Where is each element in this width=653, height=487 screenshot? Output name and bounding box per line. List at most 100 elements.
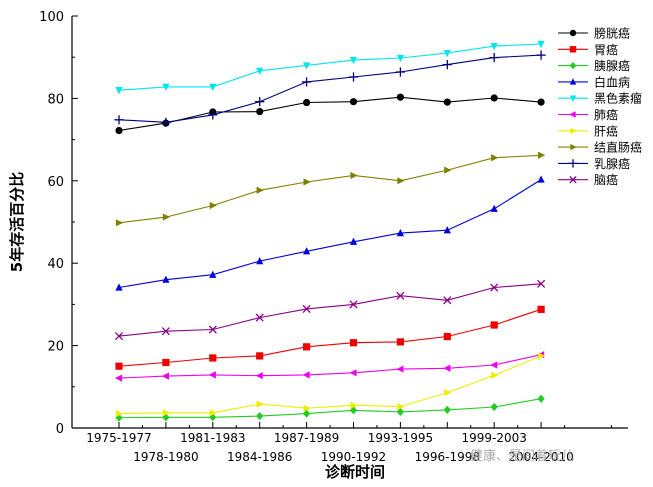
data-point	[396, 338, 404, 346]
data-point	[490, 42, 498, 51]
data-point	[115, 219, 124, 227]
data-point	[490, 402, 498, 412]
data-point	[490, 94, 498, 102]
data-point	[349, 300, 358, 309]
x-axis-title: 诊断时间	[325, 463, 385, 481]
data-point	[256, 411, 264, 421]
data-point	[303, 343, 311, 351]
legend-label: 黑色素瘤	[594, 91, 642, 106]
data-point	[349, 339, 358, 347]
legend-item: 结直肠癌	[558, 140, 642, 155]
data-point	[569, 176, 577, 184]
legend-label: 膀胱癌	[594, 26, 630, 41]
series-胃癌	[115, 305, 545, 370]
y-axis-ticks: 0 20 40 60 80 100	[39, 10, 78, 437]
y-axis-title: 5年存活百分比	[8, 172, 26, 272]
legend-item: 膀胱癌	[558, 26, 630, 41]
data-point	[442, 60, 452, 70]
series-line	[118, 354, 542, 379]
series-胰腺癌	[115, 394, 545, 422]
y-tick-label: 100	[39, 10, 64, 25]
data-point	[209, 413, 217, 422]
series-line	[118, 355, 542, 415]
legend-item: 胃癌	[558, 42, 618, 57]
data-point	[302, 304, 311, 313]
y-tick-label: 80	[47, 92, 64, 107]
legend-item: 白血病	[558, 74, 630, 89]
data-point	[569, 61, 577, 70]
data-point	[490, 321, 498, 329]
series-膀胱癌	[115, 93, 545, 135]
data-point	[209, 270, 217, 278]
data-point	[255, 313, 264, 322]
data-point	[396, 229, 404, 237]
series-肺癌	[114, 351, 545, 382]
x-tick-label: 1999-2003	[461, 431, 526, 445]
legend-item: 肝癌	[558, 123, 618, 138]
data-point	[303, 98, 311, 107]
data-point	[209, 83, 217, 91]
legend-item: 脑癌	[558, 172, 618, 187]
series-line	[118, 308, 542, 367]
data-point	[397, 402, 405, 411]
data-point	[209, 201, 217, 210]
data-point	[349, 369, 357, 377]
data-point	[256, 67, 264, 75]
data-point	[396, 291, 405, 300]
data-point	[114, 374, 123, 382]
data-point	[302, 371, 310, 379]
data-point	[303, 409, 311, 418]
data-point	[256, 107, 264, 116]
data-point	[570, 127, 577, 134]
data-point	[162, 213, 170, 221]
series-黑色素瘤	[115, 40, 545, 95]
data-point	[162, 409, 170, 417]
legend-label: 胃癌	[594, 42, 618, 57]
legend-label: 乳腺癌	[594, 156, 630, 171]
data-point	[443, 98, 451, 106]
x-tick-label: 1978-1980	[133, 450, 198, 464]
data-point	[303, 62, 311, 70]
series-结直肠癌	[115, 151, 546, 227]
data-point	[491, 154, 499, 162]
legend-item: 乳腺癌	[558, 156, 630, 171]
data-point	[303, 404, 311, 412]
data-point	[537, 40, 545, 49]
y-tick-label: 60	[47, 175, 64, 190]
data-point	[349, 56, 358, 65]
data-point	[348, 72, 359, 82]
x-tick-label: 1987-1989	[274, 431, 339, 445]
series-line	[118, 179, 542, 289]
data-point	[443, 405, 451, 414]
series-line	[118, 96, 542, 132]
data-point	[490, 204, 498, 212]
data-point	[349, 98, 358, 106]
data-point	[569, 46, 577, 53]
data-point	[114, 332, 124, 341]
data-point	[537, 305, 545, 313]
data-point	[208, 325, 217, 334]
data-point	[161, 372, 169, 380]
data-point	[395, 67, 405, 77]
data-point	[537, 279, 546, 288]
series-line	[118, 54, 542, 123]
data-point	[569, 111, 576, 118]
data-point	[303, 178, 311, 186]
data-point	[569, 78, 577, 85]
data-point	[162, 413, 170, 422]
data-point	[115, 409, 124, 418]
data-point	[569, 95, 577, 102]
data-point	[444, 388, 452, 397]
series-group	[114, 40, 546, 422]
y-tick-label: 0	[56, 422, 64, 437]
data-point	[396, 93, 404, 101]
series-肝癌	[115, 352, 546, 418]
data-point	[255, 97, 265, 107]
x-tick-label: 1993-1995	[368, 431, 433, 445]
x-tick-label: 1996-1998	[415, 450, 480, 464]
data-point	[209, 409, 217, 417]
data-point	[162, 275, 170, 283]
data-point	[350, 401, 358, 409]
data-point	[256, 352, 264, 360]
data-point	[303, 247, 311, 255]
